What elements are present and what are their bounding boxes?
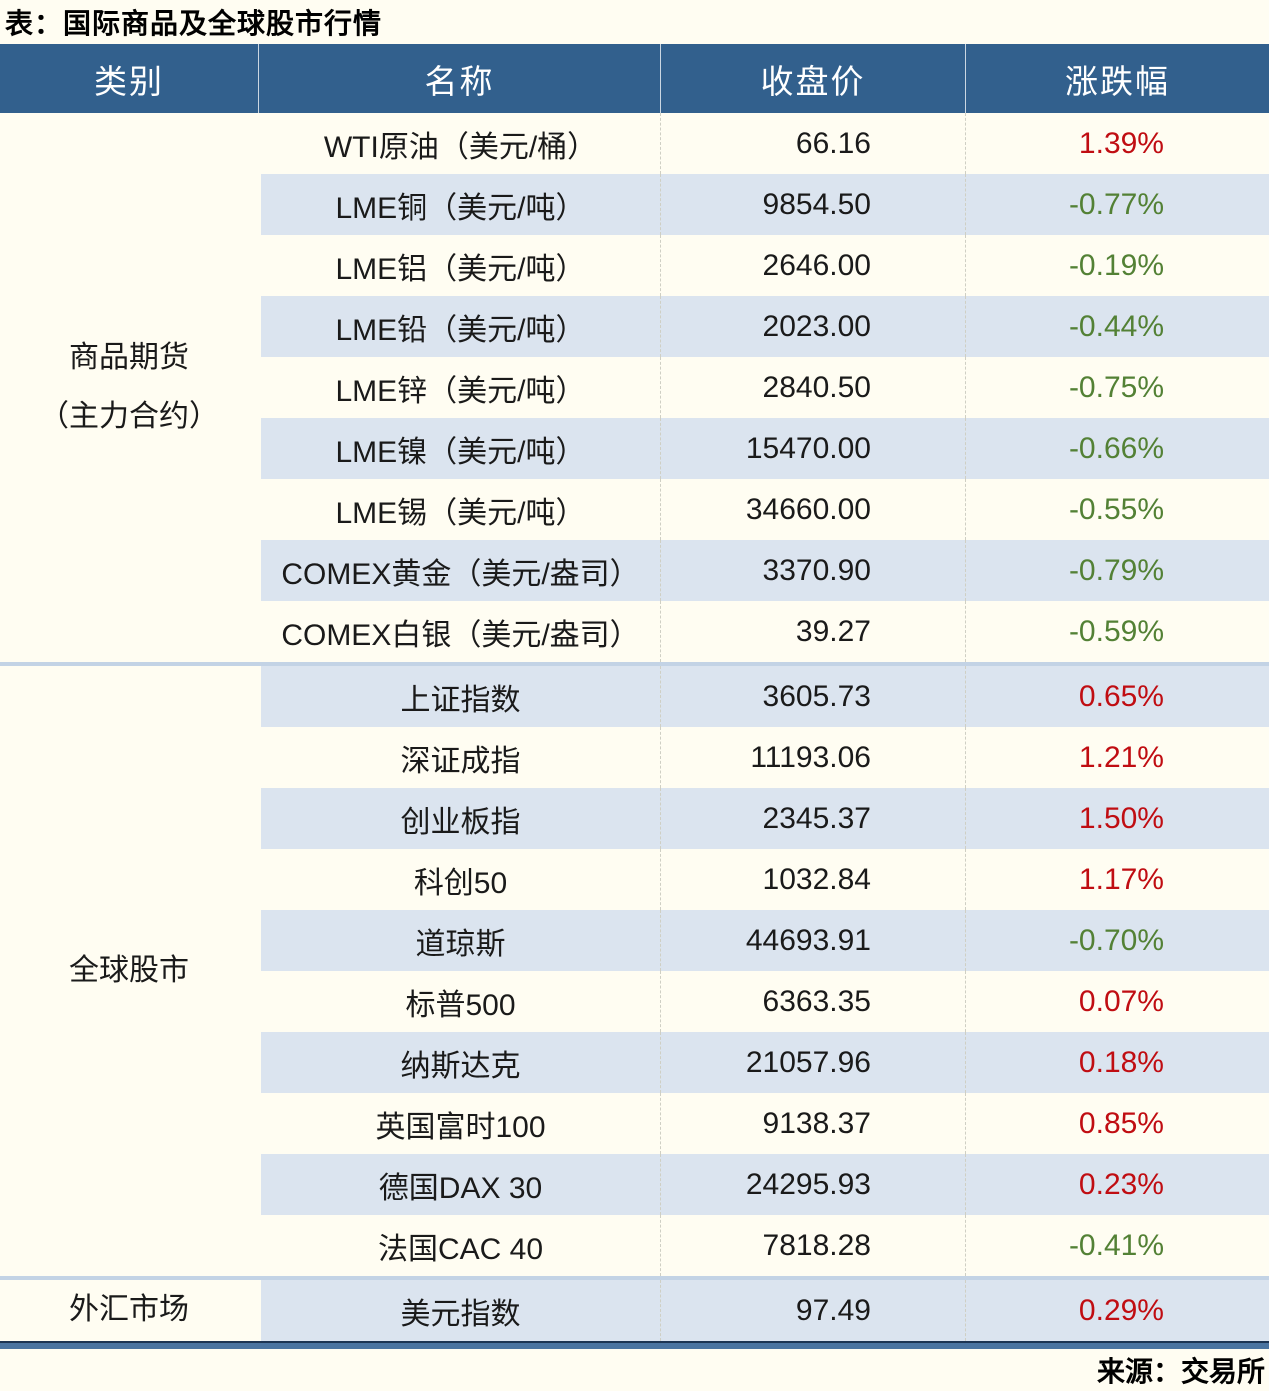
category-label: 商品期货 [69,341,189,374]
header-category: 类别 [0,44,258,113]
name-cell: COMEX白银（美元/盎司） [258,601,660,662]
table-title: 表：国际商品及全球股市行情 [5,8,383,39]
name-cell: 德国DAX 30 [258,1154,660,1215]
close-cell: 9138.37 [660,1093,965,1154]
category-cell: 商品期货 （主力合约） [0,113,258,662]
name-cell: LME铅（美元/吨） [258,296,660,357]
section-separator [0,1276,1269,1280]
close-cell: 44693.91 [660,910,965,971]
change-cell: -0.41% [965,1215,1269,1276]
section-separator [0,662,1269,666]
name-cell: 美元指数 [258,1280,660,1341]
close-cell: 3605.73 [660,666,965,727]
change-cell: -0.70% [965,910,1269,971]
source-label: 来源：交易所 [1096,1356,1265,1387]
change-cell: -0.77% [965,174,1269,235]
close-cell: 2840.50 [660,357,965,418]
close-cell: 2345.37 [660,788,965,849]
name-cell: 英国富时100 [258,1093,660,1154]
change-cell: -0.75% [965,357,1269,418]
change-cell: 0.07% [965,971,1269,1032]
category-cell: 外汇市场 [0,1280,258,1341]
change-cell: -0.59% [965,601,1269,662]
close-cell: 9854.50 [660,174,965,235]
change-cell: 0.85% [965,1093,1269,1154]
market-table: 类别 名称 收盘价 涨跌幅 商品期货 （主力合约） WTI原油（美元/桶） 66.16… [0,44,1269,1341]
close-cell: 66.16 [660,113,965,174]
name-cell: LME镍（美元/吨） [258,418,660,479]
change-cell: 0.23% [965,1154,1269,1215]
name-cell: LME锌（美元/吨） [258,357,660,418]
close-cell: 97.49 [660,1280,965,1341]
table-bottom-border [0,1341,1269,1349]
header-change: 涨跌幅 [965,44,1269,113]
change-cell: -0.55% [965,479,1269,540]
name-cell: LME锡（美元/吨） [258,479,660,540]
close-cell: 2646.00 [660,235,965,296]
name-cell: 法国CAC 40 [258,1215,660,1276]
name-cell: 上证指数 [258,666,660,727]
header-close: 收盘价 [660,44,965,113]
name-cell: WTI原油（美元/桶） [258,113,660,174]
close-cell: 11193.06 [660,727,965,788]
name-cell: LME铜（美元/吨） [258,174,660,235]
close-cell: 1032.84 [660,849,965,910]
close-cell: 21057.96 [660,1032,965,1093]
change-cell: 0.29% [965,1280,1269,1341]
change-cell: -0.79% [965,540,1269,601]
change-cell: -0.66% [965,418,1269,479]
name-cell: 标普500 [258,971,660,1032]
change-cell: -0.19% [965,235,1269,296]
close-cell: 7818.28 [660,1215,965,1276]
close-cell: 39.27 [660,601,965,662]
close-cell: 3370.90 [660,540,965,601]
close-cell: 15470.00 [660,418,965,479]
name-cell: 科创50 [258,849,660,910]
name-cell: COMEX黄金（美元/盎司） [258,540,660,601]
name-cell: 深证成指 [258,727,660,788]
change-cell: 0.18% [965,1032,1269,1093]
close-cell: 2023.00 [660,296,965,357]
change-cell: 1.50% [965,788,1269,849]
close-cell: 6363.35 [660,971,965,1032]
category-label: 外汇市场 [69,1293,189,1327]
header-name: 名称 [258,44,660,113]
close-cell: 34660.00 [660,479,965,540]
category-label: （主力合约） [39,399,219,433]
change-cell: -0.44% [965,296,1269,357]
name-cell: LME铝（美元/吨） [258,235,660,296]
change-cell: 1.21% [965,727,1269,788]
category-cell: 全球股市 [0,666,258,1276]
name-cell: 纳斯达克 [258,1032,660,1093]
change-cell: 1.17% [965,849,1269,910]
name-cell: 创业板指 [258,788,660,849]
change-cell: 0.65% [965,666,1269,727]
close-cell: 24295.93 [660,1154,965,1215]
category-label: 全球股市 [69,953,189,987]
name-cell: 道琼斯 [258,910,660,971]
change-cell: 1.39% [965,113,1269,174]
